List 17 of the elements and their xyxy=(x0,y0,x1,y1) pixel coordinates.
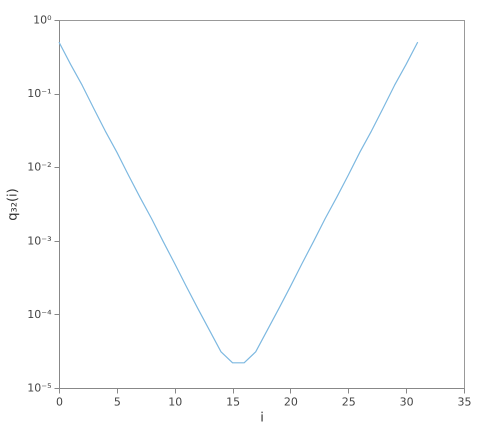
y-axis-title: q₃₂(i) xyxy=(5,188,20,221)
y-tick-label: 10⁻² xyxy=(27,160,52,174)
x-tick-label: 10 xyxy=(168,396,182,408)
x-tick-label: 20 xyxy=(284,396,298,408)
x-axis-title: i xyxy=(260,410,264,423)
x-tick-label: 5 xyxy=(114,396,121,408)
y-tick-label: 10⁰ xyxy=(33,14,52,26)
y-tick-label: 10⁻¹ xyxy=(27,87,52,100)
x-tick-label: 15 xyxy=(226,396,240,408)
x-tick-label: 0 xyxy=(56,396,63,408)
line-series xyxy=(58,42,418,364)
x-tick-label: 35 xyxy=(458,396,472,408)
x-tick-label: 25 xyxy=(342,396,356,408)
y-tick-label: 10⁻³ xyxy=(27,234,52,248)
y-tick-label: 10⁻⁵ xyxy=(27,382,52,394)
x-tick-label: 30 xyxy=(400,396,414,408)
y-tick-label: 10⁻⁴ xyxy=(27,308,52,321)
